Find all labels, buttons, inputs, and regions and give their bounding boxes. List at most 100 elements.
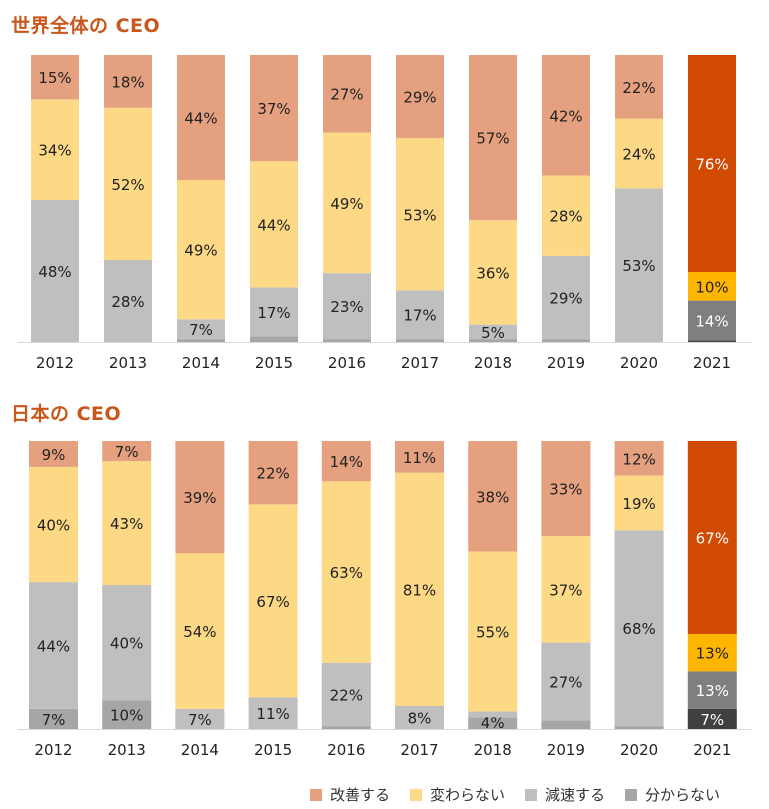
bar-segment-same-2018 <box>468 551 518 712</box>
data-label-slow-2021: 13% <box>696 682 729 700</box>
bar-segment-unknown-2021 <box>688 340 736 342</box>
bar-segment-unknown-2020 <box>614 726 664 729</box>
x-tick-label-2012: 2012 <box>36 354 74 372</box>
x-tick-label-2014: 2014 <box>181 741 219 759</box>
bar-segment-improve-2019 <box>541 441 591 537</box>
data-label-improve-2013: 7% <box>115 443 139 461</box>
bar-segment-slow-2014 <box>177 319 225 340</box>
bar-segment-unknown-2013 <box>102 700 152 729</box>
bar-segment-slow-2020 <box>615 188 663 342</box>
data-label-improve-2020: 22% <box>622 79 655 97</box>
bar-segment-improve-2015 <box>248 441 298 505</box>
bar-segment-improve-2013 <box>104 55 152 108</box>
bar-segment-unknown-2015 <box>250 336 298 342</box>
x-tick-label-2016: 2016 <box>328 354 366 372</box>
x-tick-label-2018: 2018 <box>474 354 512 372</box>
data-label-improve-2021: 76% <box>695 156 728 174</box>
x-tick-label-2014: 2014 <box>182 354 220 372</box>
data-label-same-2020: 24% <box>622 146 655 164</box>
bar-segment-unknown-2021 <box>687 708 737 729</box>
data-label-slow-2020: 68% <box>622 620 655 638</box>
bar-segment-improve-2021 <box>688 55 736 273</box>
x-tick-label-2016: 2016 <box>327 741 365 759</box>
legend-item-slow: 減速する <box>525 784 605 805</box>
bar-segment-slow-2014 <box>175 708 225 729</box>
data-label-slow-2015: 11% <box>256 705 289 723</box>
data-label-improve-2018: 57% <box>476 130 509 148</box>
legend-label-same: 変わらない <box>430 786 506 804</box>
bar-segment-same-2013 <box>102 461 152 585</box>
bar-segment-unknown-2019 <box>542 339 590 342</box>
bar-segment-slow-2012 <box>31 199 79 342</box>
bar-segment-improve-2017 <box>396 55 444 139</box>
bar-segment-same-2017 <box>395 472 444 706</box>
data-label-slow-2013: 40% <box>110 635 143 653</box>
bar-segment-slow-2015 <box>248 697 298 729</box>
data-label-unknown-2018: 4% <box>481 714 505 732</box>
bar-segment-improve-2012 <box>29 441 78 467</box>
x-tick-label-2020: 2020 <box>620 741 658 759</box>
data-label-slow-2019: 27% <box>549 673 582 691</box>
data-label-same-2013: 52% <box>111 176 144 194</box>
x-tick-label-2017: 2017 <box>400 741 438 759</box>
data-label-slow-2021: 14% <box>695 313 728 331</box>
data-label-unknown-2013: 10% <box>110 707 143 725</box>
bar-segment-improve-2018 <box>469 55 517 221</box>
bar-segment-unknown-2018 <box>468 717 518 729</box>
x-tick-label-2012: 2012 <box>34 741 72 759</box>
bar-segment-improve-2014 <box>175 441 225 554</box>
data-label-same-2019: 37% <box>549 581 582 599</box>
chart-title-japan: 日本の CEO <box>11 403 122 425</box>
data-label-same-2016: 49% <box>330 195 363 213</box>
bar-segment-improve-2017 <box>395 441 444 473</box>
data-label-same-2021: 10% <box>695 278 728 296</box>
data-label-improve-2012: 9% <box>42 446 66 464</box>
bar-segment-improve-2012 <box>31 55 79 100</box>
data-label-improve-2012: 15% <box>38 69 71 87</box>
data-label-same-2012: 34% <box>38 142 71 160</box>
legend-label-slow: 減速する <box>545 786 606 804</box>
bar-segment-slow-2018 <box>469 324 517 340</box>
x-tick-label-2013: 2013 <box>109 354 147 372</box>
bar-segment-same-2016 <box>323 132 371 274</box>
bar-segment-same-2014 <box>177 180 225 320</box>
bar-segment-same-2020 <box>614 475 664 531</box>
data-label-slow-2015: 17% <box>257 304 290 322</box>
data-label-improve-2016: 27% <box>330 86 363 104</box>
data-label-same-2016: 63% <box>330 564 363 582</box>
data-label-slow-2019: 29% <box>549 290 582 308</box>
bar-segment-same-2021 <box>688 272 736 301</box>
x-tick-label-2020: 2020 <box>620 354 658 372</box>
data-label-slow-2014: 7% <box>188 711 212 729</box>
bar-segment-slow-2013 <box>104 260 152 342</box>
bar-segment-unknown-2016 <box>321 726 371 729</box>
data-label-same-2015: 67% <box>256 593 289 611</box>
bar-segment-slow-2019 <box>542 255 590 340</box>
legend-swatch-improve <box>310 788 322 801</box>
data-label-same-2021: 13% <box>696 645 729 663</box>
data-label-same-2017: 53% <box>403 206 436 224</box>
data-label-unknown-2021: 7% <box>700 711 724 729</box>
data-label-slow-2016: 23% <box>330 298 363 316</box>
legend-swatch-unknown <box>625 788 638 801</box>
bar-segment-improve-2014 <box>177 55 225 181</box>
x-tick-label-2013: 2013 <box>108 741 146 759</box>
data-label-improve-2019: 42% <box>549 107 582 125</box>
data-label-improve-2014: 44% <box>184 110 217 128</box>
data-label-slow-2017: 17% <box>403 307 436 325</box>
data-label-improve-2018: 38% <box>476 488 509 506</box>
bar-segment-same-2013 <box>104 107 152 260</box>
data-label-same-2017: 81% <box>403 581 436 599</box>
bar-segment-improve-2015 <box>250 55 298 162</box>
legend-swatch-same <box>410 788 423 801</box>
x-tick-label-2017: 2017 <box>401 354 439 372</box>
bar-segment-unknown-2014 <box>177 339 225 342</box>
data-label-improve-2017: 11% <box>403 449 436 467</box>
bar-segment-improve-2020 <box>615 55 663 119</box>
data-label-improve-2016: 14% <box>330 453 363 471</box>
bar-segment-same-2014 <box>175 553 225 709</box>
bar-segment-same-2021 <box>687 633 737 672</box>
data-label-slow-2017: 8% <box>408 709 432 727</box>
data-label-same-2020: 19% <box>622 495 655 513</box>
